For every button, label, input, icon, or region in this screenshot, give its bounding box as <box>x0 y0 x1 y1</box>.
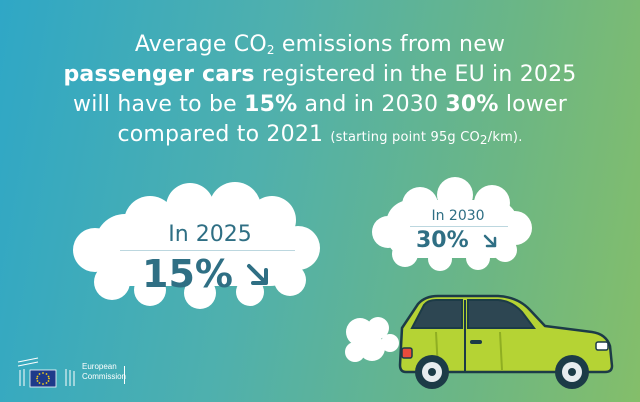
headline-subscript: 2 <box>266 43 275 57</box>
headline: Average CO2 emissions from new passenger… <box>30 30 610 153</box>
headline-text: emissions from new <box>274 32 506 57</box>
headline-text: will have to be <box>73 92 245 117</box>
headline-line-1: Average CO2 emissions from new <box>30 30 610 60</box>
logo-line-1: European <box>82 362 117 371</box>
headline-text: compared to 2021 <box>117 122 331 147</box>
cloud-shape <box>372 177 532 271</box>
headline-note-text: (starting point 95g CO <box>330 130 480 145</box>
headline-note-text: /km). <box>487 130 523 145</box>
headline-note: (starting point 95g CO2/km). <box>330 130 523 147</box>
headline-line-2: passenger cars registered in the EU in 2… <box>30 60 610 90</box>
headline-bold: 30% <box>445 92 499 117</box>
down-right-arrow-icon <box>247 264 268 285</box>
headline-bold: 15% <box>244 92 298 117</box>
headline-text: registered in the EU in 2025 <box>254 62 577 87</box>
target-2025-value: 15% <box>142 252 233 296</box>
divider <box>120 250 295 251</box>
down-right-arrow-icon <box>483 234 497 248</box>
target-2030-label: In 2030 <box>431 208 485 224</box>
headline-text: lower <box>498 92 567 117</box>
european-commission-logo <box>17 357 75 388</box>
headline-line-3: will have to be 15% and in 2030 30% lowe… <box>30 90 610 120</box>
headline-bold: passenger cars <box>63 62 255 87</box>
target-2030-value: 30% <box>416 228 469 253</box>
divider <box>410 226 508 227</box>
logo-line-2: Commission <box>82 372 127 381</box>
logo-divider <box>124 366 125 384</box>
headline-note-subscript: 2 <box>479 133 488 147</box>
car-illustration <box>398 294 614 389</box>
headline-text: Average CO <box>134 32 267 57</box>
logo-text: European Commission <box>82 362 126 382</box>
target-2025-label: In 2025 <box>168 222 252 247</box>
headline-text: and in 2030 <box>297 92 446 117</box>
headline-line-4: compared to 2021 (starting point 95g CO2… <box>30 120 610 153</box>
exhaust-cloud <box>345 317 399 362</box>
eu-flag-icon <box>29 369 57 388</box>
